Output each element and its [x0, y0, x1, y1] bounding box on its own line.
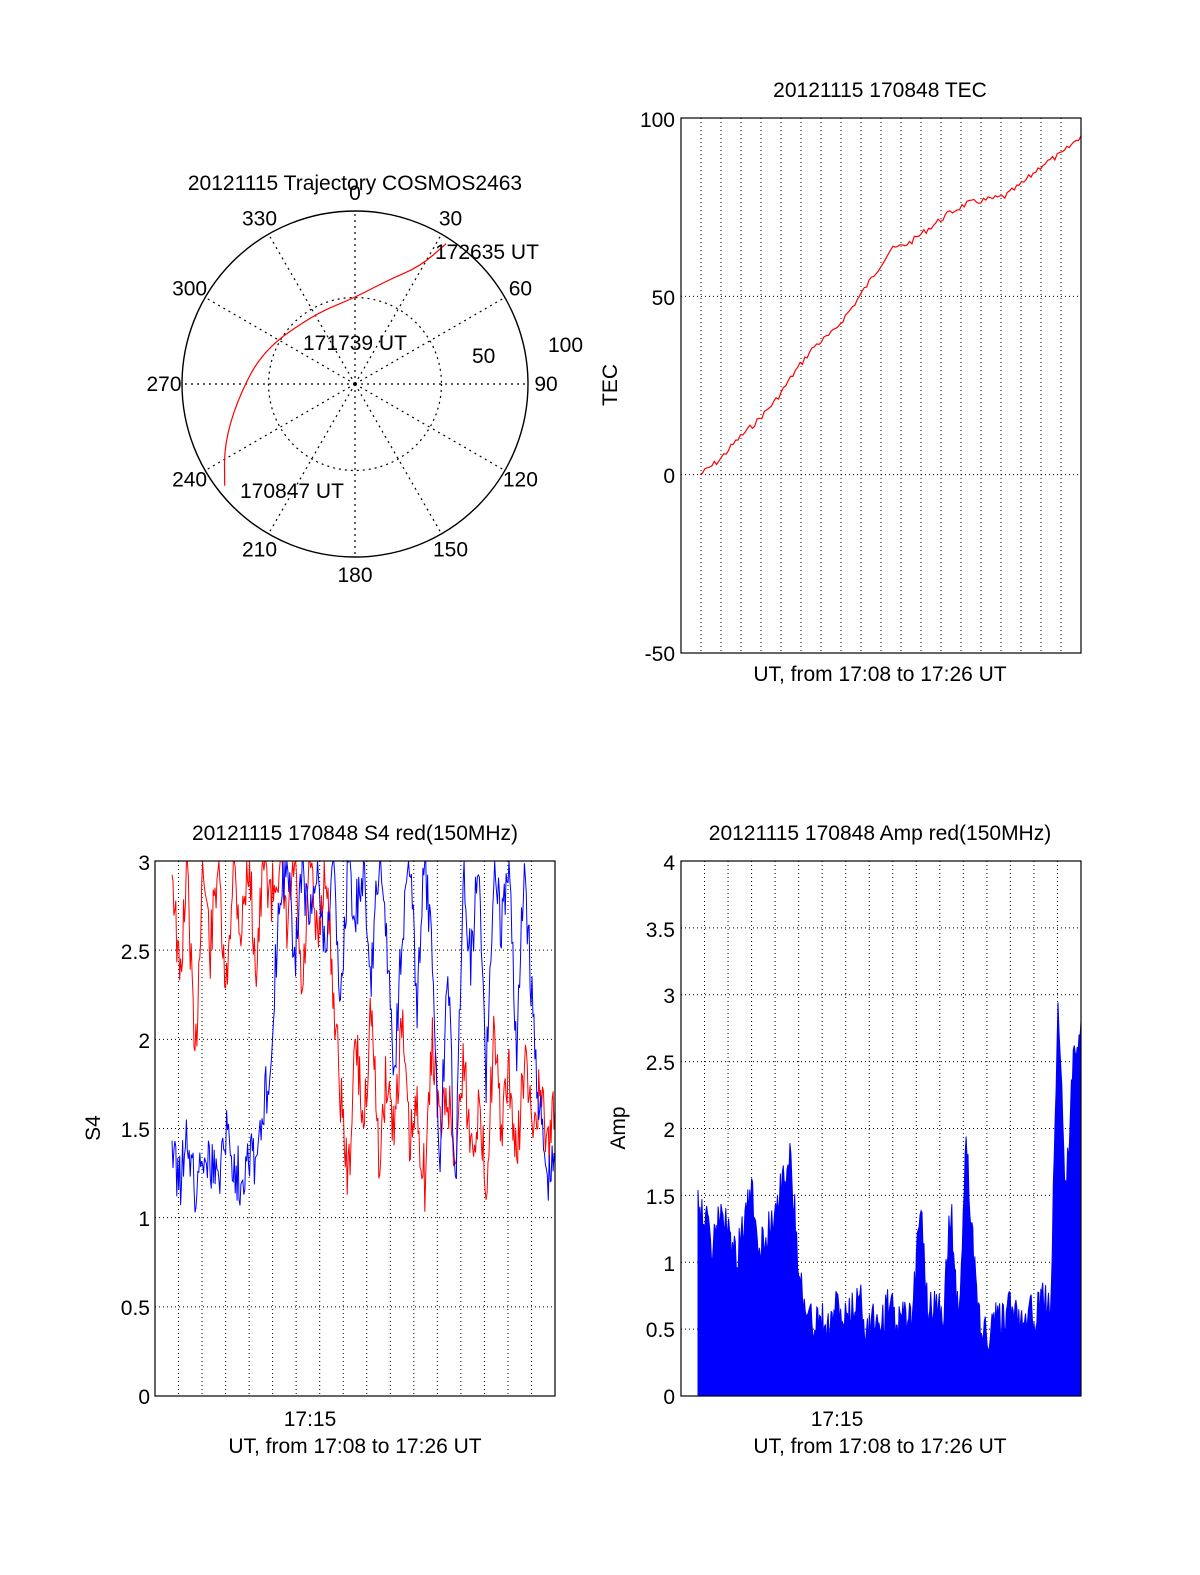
- amp-ytick-2: 2: [663, 1119, 675, 1142]
- tec-title: 20121115 170848 TEC: [773, 79, 987, 102]
- s4-ytick-1: 1: [138, 1208, 150, 1231]
- s4-ytick-3: 3: [138, 852, 150, 875]
- tec-grid: [681, 118, 1081, 653]
- polar-grid: [181, 210, 529, 558]
- s4-plot-frame: [154, 860, 556, 1397]
- polar-spoke-30: [354, 233, 443, 385]
- tec-chart: 20121115 170848 TEC 100 50 0 -50 TEC UT,…: [599, 79, 1082, 686]
- trajectory-line: [223, 243, 447, 486]
- polar-spoke-300: [204, 296, 356, 385]
- s4-xlabel: UT, from 17:08 to 17:26 UT: [228, 1435, 481, 1458]
- polar-spoke-60: [354, 296, 506, 385]
- tec-xlabel: UT, from 17:08 to 17:26 UT: [753, 663, 1006, 686]
- s4-ytick-2: 2: [138, 1030, 150, 1053]
- amp-xtick-label: 17:15: [811, 1408, 864, 1431]
- polar-spoke-240: [204, 383, 356, 472]
- s4-xtick-label: 17:15: [284, 1408, 337, 1431]
- azimuth-label-180: 180: [337, 564, 372, 587]
- azimuth-label-150: 150: [433, 538, 468, 561]
- s4-grid: [155, 861, 555, 1396]
- amp-ytick-4: 4: [663, 852, 675, 875]
- azimuth-label-90: 90: [534, 373, 557, 396]
- annotation-end-time: 172635 UT: [435, 241, 539, 264]
- azimuth-label-210: 210: [242, 538, 277, 561]
- s4-blue-series: [171, 859, 556, 1213]
- tec-ytick-0: 0: [663, 465, 675, 488]
- azimuth-label-330: 330: [242, 208, 277, 231]
- azimuth-label-0: 0: [349, 182, 361, 205]
- s4-red-series: [171, 860, 556, 1212]
- s4-ytick-0: 0: [138, 1386, 150, 1409]
- azimuth-label-240: 240: [172, 469, 207, 492]
- polar-azimuth-labels: 0 30 60 90 120 150 180 210 240 270 300 330: [146, 182, 557, 587]
- azimuth-label-30: 30: [439, 208, 462, 231]
- annotation-start-time: 170847 UT: [240, 480, 344, 503]
- polar-trajectory-chart: 20121115 Trajectory COSMOS2463 0 30 60 90 12…: [146, 172, 583, 587]
- amp-ytick-3: 3: [663, 985, 675, 1008]
- tec-ytick-minus50: -50: [645, 643, 675, 666]
- tec-series-line: [699, 135, 1082, 476]
- s4-ylabel: S4: [82, 1115, 105, 1141]
- tec-ytick-100: 100: [640, 109, 675, 132]
- polar-spoke-150: [354, 383, 443, 535]
- amp-plot-frame: [680, 860, 1082, 1397]
- s4-title: 20121115 170848 S4 red(150MHz): [192, 822, 518, 845]
- azimuth-label-270: 270: [146, 373, 181, 396]
- tec-ylabel: TEC: [599, 364, 622, 406]
- amp-ytick-0-5: 0.5: [646, 1319, 675, 1342]
- s4-ytick-1-5: 1.5: [121, 1119, 150, 1142]
- amp-ylabel: Amp: [607, 1106, 630, 1149]
- amp-xlabel: UT, from 17:08 to 17:26 UT: [753, 1435, 1006, 1458]
- amp-title: 20121115 170848 Amp red(150MHz): [709, 822, 1051, 845]
- amp-chart: 20121115 170848 Amp red(150MHz) 4 3.5 3 …: [607, 822, 1082, 1458]
- polar-inner-circle: [267, 296, 443, 472]
- amp-ytick-1-5: 1.5: [646, 1186, 675, 1209]
- amp-ytick-3-5: 3.5: [646, 919, 675, 942]
- polar-spoke-330: [267, 233, 356, 385]
- s4-ytick-2-5: 2.5: [121, 941, 150, 964]
- amp-ytick-1: 1: [663, 1253, 675, 1276]
- polar-title: 20121115 Trajectory COSMOS2463: [188, 172, 522, 195]
- annotation-mid-time: 171739 UT: [303, 332, 407, 355]
- polar-spoke-210: [267, 383, 356, 535]
- azimuth-label-300: 300: [172, 278, 207, 301]
- tec-plot-frame: [680, 117, 1082, 654]
- amp-series-area: [697, 1002, 1082, 1397]
- amp-ytick-0: 0: [663, 1386, 675, 1409]
- s4-ytick-0-5: 0.5: [121, 1297, 150, 1320]
- s4-chart: 20121115 170848 S4 red(150MHz) 3 2.5 2 1…: [82, 822, 556, 1458]
- polar-outer-circle: [181, 210, 529, 558]
- azimuth-label-60: 60: [509, 278, 532, 301]
- polar-spoke-120: [354, 383, 506, 472]
- radial-label-100: 100: [548, 334, 583, 357]
- amp-ytick-2-5: 2.5: [646, 1052, 675, 1075]
- radial-label-50: 50: [472, 345, 495, 368]
- azimuth-label-120: 120: [503, 469, 538, 492]
- tec-ytick-50: 50: [652, 287, 675, 310]
